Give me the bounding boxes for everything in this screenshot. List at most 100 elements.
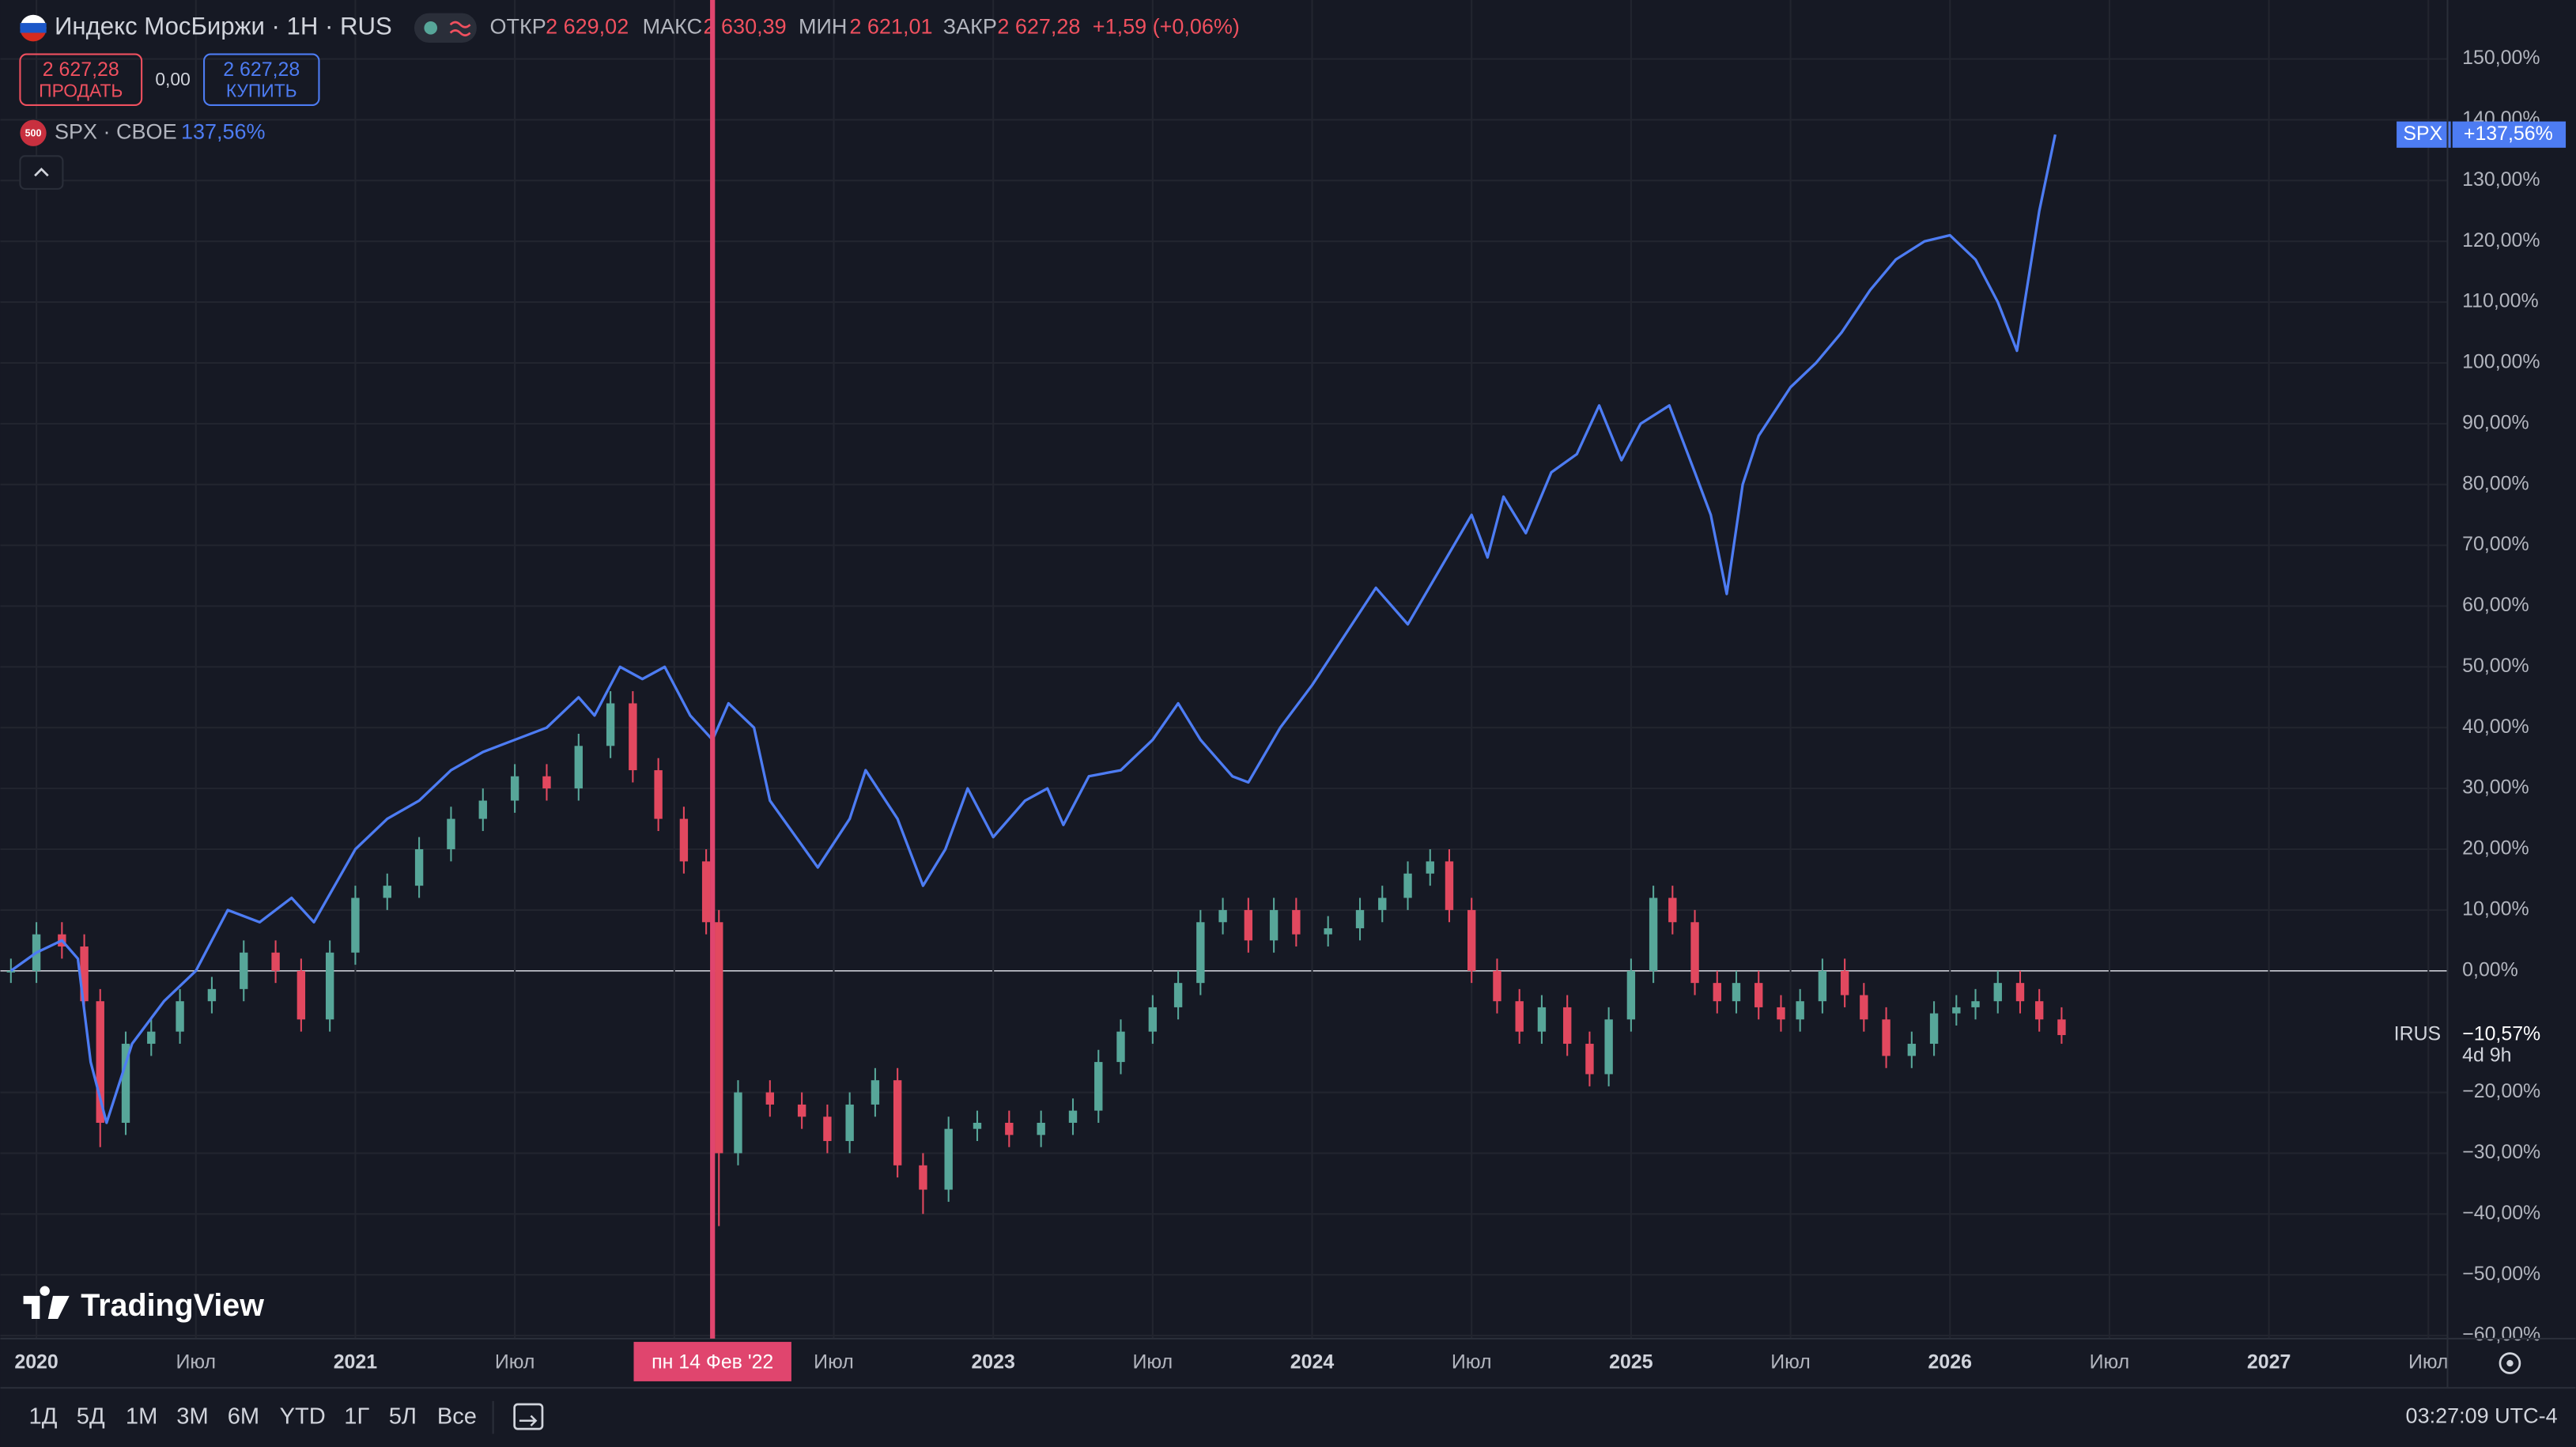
header: Индекс МосБиржи · 1H · RUS ОТКР 2 629,02… xyxy=(19,13,1240,190)
range-button[interactable]: 1Д xyxy=(29,1404,58,1429)
sell-button[interactable] xyxy=(19,53,143,106)
status-pill[interactable] xyxy=(414,13,477,43)
candle-body xyxy=(1777,1007,1785,1020)
candle-body xyxy=(701,861,711,923)
x-tick-label: 2020 xyxy=(14,1351,58,1373)
y-tick-label: 130,00% xyxy=(2462,168,2540,191)
ohlc-value: 2 627,28 xyxy=(997,14,1080,38)
x-tick-label: Июл xyxy=(2090,1351,2130,1373)
flag-icon xyxy=(20,23,47,33)
candle-body xyxy=(121,1044,130,1123)
y-tick-label: 10,00% xyxy=(2462,897,2529,920)
candle-body xyxy=(542,776,551,789)
y-tick-label: 100,00% xyxy=(2462,351,2540,373)
y-tick-label: 50,00% xyxy=(2462,655,2529,677)
change: +1,59 (+0,06%) xyxy=(1093,14,1240,38)
candle-body xyxy=(1094,1062,1103,1111)
candle-body xyxy=(1754,983,1763,1007)
flag-icon xyxy=(21,32,46,42)
plot-area xyxy=(6,134,2066,1226)
candle-body xyxy=(1005,1122,1014,1135)
clock: 03:27:09 UTC-4 xyxy=(2406,1404,2558,1428)
x-tick-label: Июл xyxy=(814,1351,854,1373)
candle-body xyxy=(351,897,360,953)
candle-body xyxy=(1563,1007,1572,1045)
candle-body xyxy=(715,922,723,1154)
candle-body xyxy=(1378,897,1387,910)
y-tick-label: 90,00% xyxy=(2462,411,2529,433)
candle-body xyxy=(1929,1013,1939,1045)
candle-body xyxy=(478,800,487,819)
range-button[interactable]: 1М xyxy=(126,1404,157,1429)
range-button[interactable]: 1Г xyxy=(344,1404,369,1429)
sell-price: 2 627,28 xyxy=(43,59,119,81)
bar-countdown: 4d 9h xyxy=(2462,1045,2511,1067)
candle-body xyxy=(1218,909,1227,923)
legend-name[interactable]: SPX · CBOE xyxy=(55,119,177,143)
candle-body xyxy=(944,1128,953,1190)
delay-icon xyxy=(449,21,471,36)
candle-body xyxy=(1796,1001,1804,1020)
logo-text: TradingView xyxy=(81,1288,264,1323)
y-tick-label: 120,00% xyxy=(2462,229,2540,251)
x-tick-label: Июл xyxy=(1133,1351,1173,1373)
buy-button[interactable] xyxy=(203,53,320,106)
candle-body xyxy=(271,952,280,971)
crosshair-label-bg xyxy=(633,1342,791,1381)
candle-body xyxy=(1668,897,1677,923)
candle-body xyxy=(1604,1019,1613,1075)
range-button[interactable]: 5Д xyxy=(77,1404,105,1429)
y-tick-label: −30,00% xyxy=(2462,1141,2540,1163)
candle-body xyxy=(2057,1019,2066,1036)
candle-body xyxy=(1355,909,1365,928)
candle-body xyxy=(1713,983,1721,1002)
ohlc-label: ЗАКР xyxy=(943,14,997,38)
candle-body xyxy=(240,952,248,989)
candle-body xyxy=(383,886,391,898)
y-tick-label: −50,00% xyxy=(2462,1263,2540,1285)
candle-body xyxy=(679,818,689,862)
candle-body xyxy=(1952,1007,1961,1014)
range-button[interactable]: 3М xyxy=(176,1404,208,1429)
x-tick-label: 2024 xyxy=(1290,1351,1335,1373)
spx-icon-text: 500 xyxy=(25,128,42,139)
candle-body xyxy=(1426,861,1434,874)
x-tick-label: 2021 xyxy=(334,1351,378,1373)
candle-body xyxy=(1971,1001,1980,1007)
candle-body xyxy=(574,746,583,789)
symbol-title[interactable]: Индекс МосБиржи · 1H · RUS xyxy=(55,13,392,40)
last-value-label: −10,57% xyxy=(2462,1023,2540,1045)
candle-body xyxy=(1818,970,1827,1002)
spread: 0,00 xyxy=(155,69,190,89)
candle-body xyxy=(1244,909,1253,941)
candle-body xyxy=(207,988,217,1002)
candle-body xyxy=(1148,1007,1158,1032)
y-tick-label: 60,00% xyxy=(2462,594,2529,616)
settings-icon[interactable] xyxy=(2499,1352,2521,1374)
ohlc-value: 2 630,39 xyxy=(704,14,787,38)
candle-body xyxy=(765,1092,774,1105)
candle-body xyxy=(2034,1001,2044,1020)
candle-body xyxy=(973,1122,982,1129)
overlay: пн 14 Фев '22 xyxy=(633,0,791,1381)
x-tick-label: 2023 xyxy=(971,1351,1014,1373)
buy-label: КУПИТЬ xyxy=(226,80,297,100)
range-button[interactable]: YTD xyxy=(280,1404,326,1429)
goto-date-icon[interactable] xyxy=(513,1403,544,1430)
candle-body xyxy=(6,970,15,973)
range-button[interactable]: 5Л xyxy=(389,1404,417,1429)
candle-body xyxy=(1585,1044,1594,1075)
candle-body xyxy=(325,952,334,1020)
x-tick-label: Июл xyxy=(1452,1351,1492,1373)
candle-body xyxy=(1324,928,1332,935)
last-value-label: +137,56% xyxy=(2464,123,2553,145)
range-button[interactable]: 6М xyxy=(228,1404,259,1429)
candle-body xyxy=(919,1165,927,1190)
range-button[interactable]: Все xyxy=(437,1404,477,1429)
candle-body xyxy=(654,770,663,819)
collapse-button[interactable] xyxy=(19,155,64,190)
candle-body xyxy=(96,1001,104,1123)
candle-body xyxy=(447,818,455,850)
candle-body xyxy=(797,1104,806,1117)
